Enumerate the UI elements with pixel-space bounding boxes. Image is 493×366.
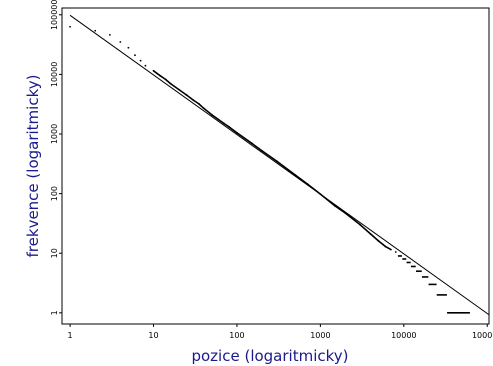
- x-axis: 1 10 100 1000 10000 100000: [68, 324, 493, 340]
- x-tick-label: 100000: [472, 331, 493, 340]
- data-point: [144, 64, 147, 67]
- data-band: [153, 70, 392, 251]
- y-tick-label: 100: [50, 186, 59, 201]
- plot-frame: [61, 7, 490, 325]
- y-tick-label: 10000: [50, 62, 59, 87]
- data-point: [134, 54, 136, 57]
- data-point: [69, 25, 71, 28]
- x-tick-label: 100: [229, 331, 244, 340]
- x-tick-label: 1000: [310, 331, 330, 340]
- fit-layer: [69, 14, 490, 316]
- y-tick-label: 10: [50, 248, 59, 258]
- y-axis-title: frekvence (logaritmicky): [24, 75, 42, 258]
- fit-line: [69, 14, 490, 316]
- plateau-layer: [397, 255, 470, 314]
- y-tick-label: 100000: [50, 0, 59, 30]
- data-point: [108, 33, 111, 36]
- x-tick-label: 10: [148, 331, 158, 340]
- data-point: [139, 59, 142, 62]
- x-tick-label: 1: [68, 331, 73, 340]
- y-tick-label: 1: [50, 310, 59, 315]
- data-point: [394, 251, 397, 253]
- x-tick-label: 10000: [391, 331, 416, 340]
- data-point: [119, 41, 122, 43]
- x-axis-title: pozice (logaritmicky): [191, 347, 348, 365]
- points-layer: [69, 25, 397, 253]
- y-tick-label: 1000: [50, 124, 59, 144]
- y-axis: 1 10 100 1000 10000 100000: [50, 0, 62, 315]
- data-point: [94, 29, 97, 32]
- data-point: [127, 46, 130, 49]
